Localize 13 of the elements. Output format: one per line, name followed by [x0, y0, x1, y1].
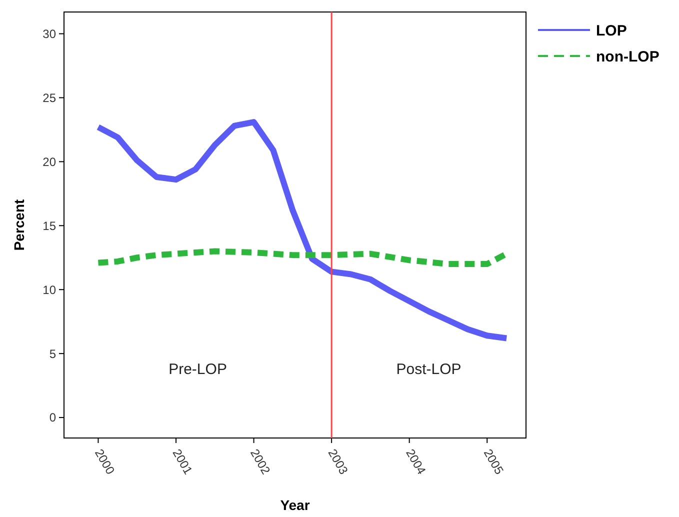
- y-tick-label: 20: [42, 154, 56, 169]
- annotation: Pre-LOP: [168, 361, 227, 378]
- y-tick-label: 25: [42, 90, 56, 105]
- legend-label: LOP: [596, 22, 627, 40]
- y-tick-label: 30: [42, 26, 56, 41]
- annotation: Post-LOP: [396, 361, 462, 378]
- y-tick-label: 0: [49, 410, 56, 425]
- y-tick-label: 10: [42, 282, 56, 297]
- legend-label: non-LOP: [596, 48, 660, 66]
- y-axis-title: Percent: [11, 198, 27, 251]
- y-tick-label: 15: [42, 218, 56, 233]
- x-axis-title: Year: [280, 497, 310, 513]
- y-tick-label: 5: [49, 346, 56, 361]
